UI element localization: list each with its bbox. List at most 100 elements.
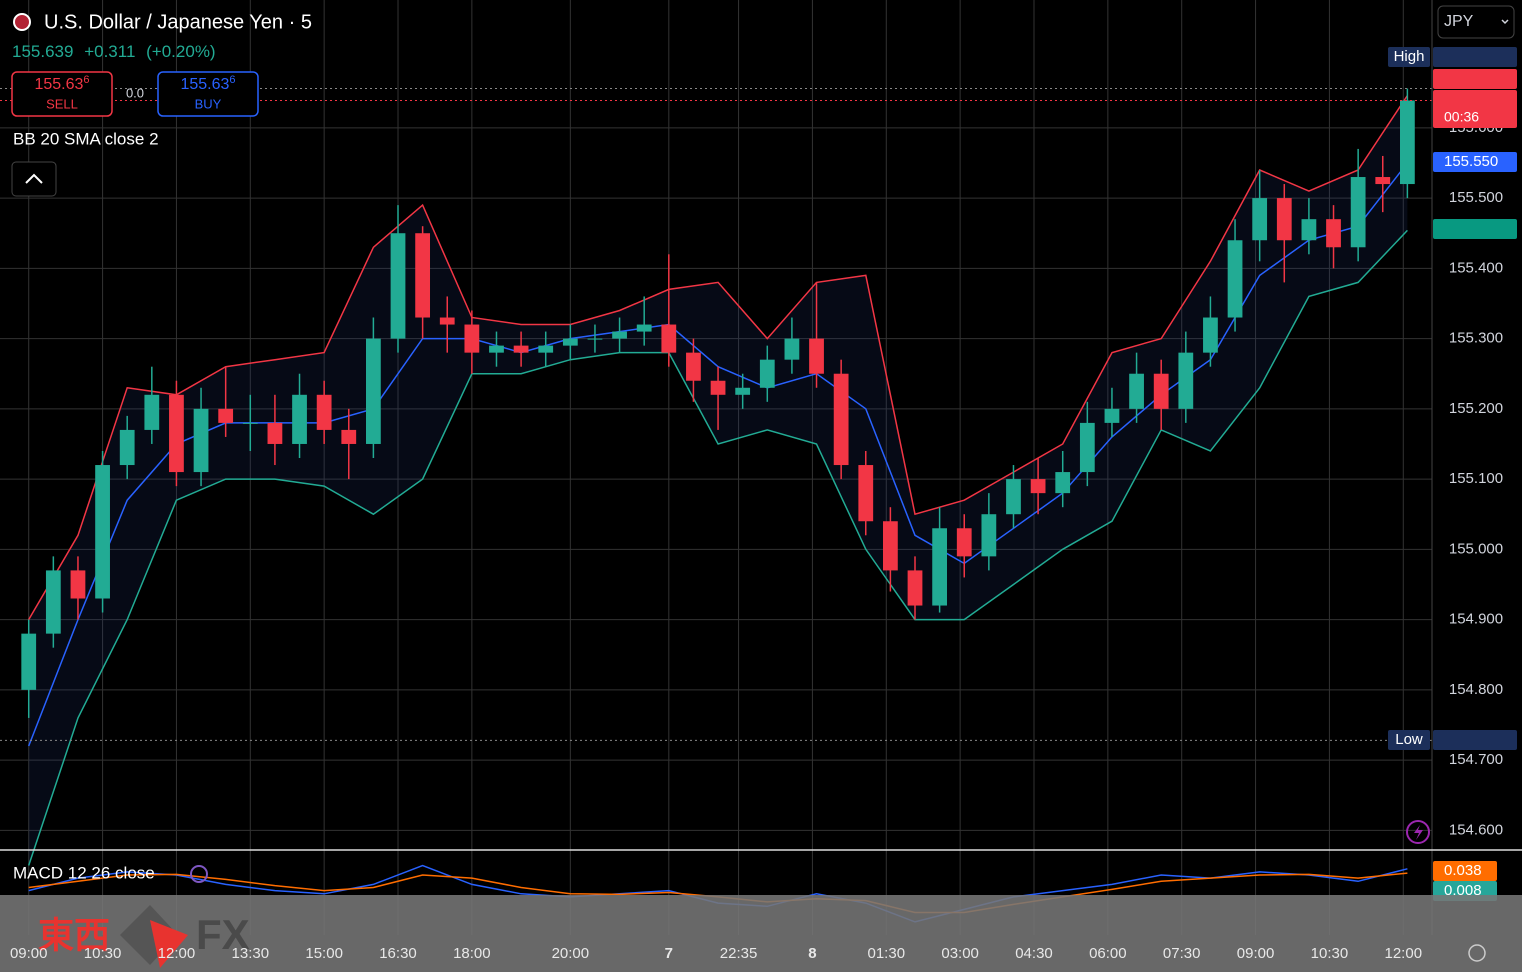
candle-body [1375, 177, 1391, 185]
currency-label[interactable]: JPY [1444, 13, 1474, 30]
dropdown-arrow[interactable] [1501, 19, 1509, 25]
candle-body [1252, 198, 1268, 241]
candle-body [1399, 100, 1415, 185]
candle-body [21, 633, 37, 690]
x-tick-label: 8 [808, 945, 816, 962]
buy-button[interactable] [157, 71, 259, 117]
candle-body [956, 528, 972, 557]
candle-body [932, 528, 948, 606]
x-tick-label: 10:30 [84, 945, 122, 962]
countdown: 00:36 [1444, 109, 1479, 125]
candle-body [882, 521, 898, 571]
sell-label[interactable]: SELL [46, 96, 78, 111]
spread: 0.0 [126, 85, 144, 100]
candle-body [316, 394, 332, 430]
candle-body [1030, 479, 1046, 494]
candle-body [1350, 177, 1366, 248]
candle-body [341, 429, 357, 444]
y-tick-label: 154.600 [1449, 821, 1503, 838]
x-tick-label: 10:30 [1311, 945, 1349, 962]
sell-button[interactable] [11, 71, 113, 117]
buy-price-pip[interactable]: 6 [229, 74, 235, 86]
candle-body [464, 324, 480, 353]
x-tick-label: 15:00 [305, 945, 343, 962]
y-tick-label: 155.500 [1449, 189, 1503, 206]
sell-price-main[interactable]: 155.63 [34, 76, 83, 93]
price-tag [1433, 69, 1517, 89]
candle-body [538, 345, 554, 353]
candle-body [267, 422, 283, 444]
x-tick-label: 16:30 [379, 945, 417, 962]
candle-body [242, 422, 258, 424]
overlay: 東西 FX U.S. Dollar / Japanese Yen · 5 155… [0, 5, 1522, 972]
price-axis-bg [1432, 0, 1522, 850]
candle-body [661, 324, 677, 353]
x-tick-label: 01:30 [868, 945, 906, 962]
quote: 155.639 +0.311 (+0.20%) [12, 42, 216, 61]
plot: 154.600 154.700 154.800 154.900 155.000 155.1… [0, 0, 1522, 935]
x-tick-label: 12:00 [158, 945, 196, 962]
macd-tag-label: 0.038 [1444, 862, 1482, 879]
price-tag-name-bg [1388, 47, 1430, 67]
candle-body [809, 338, 824, 374]
macd-tag-label: 0.008 [1444, 882, 1482, 899]
candle-body [513, 345, 529, 353]
buy-price[interactable]: 155.636 [180, 74, 235, 93]
x-tick-label: 06:00 [1089, 945, 1127, 962]
collapse-icon[interactable] [25, 173, 43, 184]
y-tick-label: 154.700 [1449, 751, 1503, 768]
candle-body [636, 324, 652, 332]
buy-price-main[interactable]: 155.63 [180, 76, 229, 93]
y-tick-label: 154.900 [1449, 611, 1503, 628]
candle-body [686, 352, 701, 381]
candle-body [169, 394, 184, 473]
price-tag [1433, 219, 1517, 239]
candle-body [981, 514, 997, 557]
price-tag [1433, 47, 1517, 67]
candle-body [907, 570, 923, 606]
candle-body [858, 465, 874, 522]
x-tick-label: 7 [665, 945, 673, 962]
y-tick-label: 155.100 [1449, 470, 1503, 487]
x-tick-label: 09:00 [1237, 945, 1275, 962]
x-tick-label: 03:00 [941, 945, 979, 962]
x-tick-label: 09:00 [10, 945, 48, 962]
watermark: 東西 FX [38, 905, 250, 968]
candle-body [218, 408, 234, 423]
sell-price[interactable]: 155.636 [34, 74, 89, 93]
candle-body [366, 338, 381, 444]
watermark-fx: FX [196, 911, 250, 958]
candle-body [70, 570, 86, 599]
settings-icon[interactable] [1468, 944, 1486, 962]
candle-body [1203, 317, 1218, 353]
candle-body [144, 394, 160, 430]
candle-body [1326, 219, 1341, 248]
alert-icon[interactable] [1406, 820, 1430, 844]
candle-body [1153, 373, 1169, 409]
candle-body [1079, 422, 1095, 473]
candle-body [1104, 408, 1120, 423]
candle-body [1301, 219, 1317, 241]
candle-body [1276, 198, 1292, 241]
collapse-button[interactable] [11, 161, 57, 197]
candle-body [292, 394, 307, 444]
x-tick-label: 04:30 [1015, 945, 1053, 962]
candle-body [439, 317, 455, 325]
candle-body [415, 233, 431, 318]
candle-body [119, 429, 135, 466]
sell-price-pip[interactable]: 6 [83, 74, 89, 86]
currency-dropdown[interactable] [1437, 5, 1515, 39]
x-tick-label: 12:00 [1385, 945, 1423, 962]
buy-label[interactable]: BUY [195, 96, 222, 111]
candle-body [390, 233, 406, 339]
x-tick-label: 13:30 [232, 945, 270, 962]
x-tick-label: 20:00 [552, 945, 590, 962]
alert-bolt[interactable] [1414, 825, 1423, 840]
candle-body [833, 373, 849, 466]
candle-body [193, 408, 209, 473]
y-tick-label: 155.200 [1449, 400, 1503, 417]
candle-body [95, 465, 110, 599]
candle-body [710, 380, 726, 395]
